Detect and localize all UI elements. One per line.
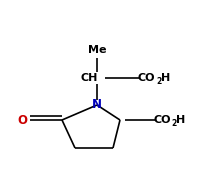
Text: Me: Me	[88, 45, 106, 55]
Text: CO: CO	[153, 115, 171, 125]
Text: N: N	[92, 99, 102, 112]
Text: O: O	[17, 113, 27, 126]
Text: 2: 2	[171, 118, 176, 128]
Text: 2: 2	[156, 77, 161, 86]
Text: CH: CH	[80, 73, 98, 83]
Text: CO: CO	[138, 73, 155, 83]
Text: H: H	[161, 73, 170, 83]
Text: H: H	[176, 115, 185, 125]
